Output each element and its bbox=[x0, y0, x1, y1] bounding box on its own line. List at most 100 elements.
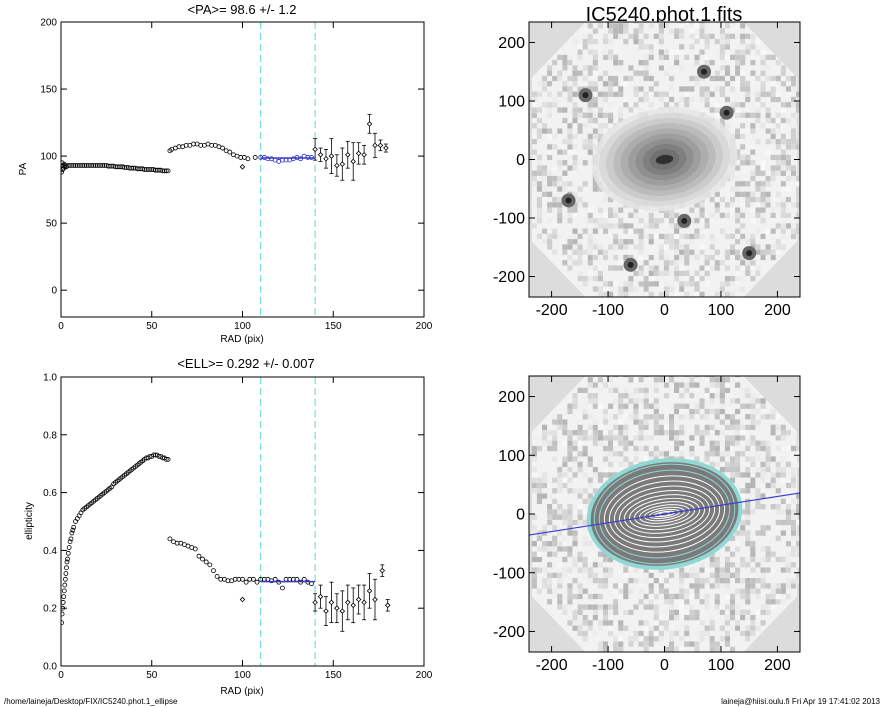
img-bottom-noise-pixel bbox=[587, 377, 593, 383]
img-top-noise-pixel bbox=[562, 81, 568, 87]
img-top-noise-pixel bbox=[790, 233, 797, 240]
img-bottom-noise-pixel bbox=[729, 419, 736, 425]
img-top-noise-pixel bbox=[719, 291, 725, 297]
img-top-noise-pixel bbox=[735, 191, 741, 197]
img-top-noise-pixel bbox=[592, 54, 598, 61]
img-bottom-noise-pixel bbox=[709, 641, 715, 647]
img-bottom-noise-pixel bbox=[648, 414, 654, 420]
img-bottom-noise-pixel bbox=[557, 583, 563, 589]
img-bottom-noise-pixel bbox=[618, 461, 624, 468]
img-top-noise-pixel bbox=[775, 239, 781, 245]
img-bottom-noise-pixel bbox=[724, 461, 730, 468]
img-top-noise-pixel bbox=[684, 233, 690, 240]
img-bottom-noise-pixel bbox=[572, 488, 578, 494]
img-top-noise-pixel bbox=[541, 170, 548, 176]
img-top-noise-pixel bbox=[547, 149, 553, 155]
img-bottom-noise-pixel bbox=[592, 393, 598, 399]
img-top-noise-pixel bbox=[557, 149, 563, 155]
img-top-noise-pixel bbox=[750, 207, 756, 213]
img-bottom-noise-pixel bbox=[648, 593, 654, 600]
img-top-noise-pixel bbox=[597, 286, 603, 292]
img-top-noise-pixel bbox=[648, 270, 654, 276]
img-top-noise-pixel bbox=[790, 112, 797, 118]
img-top-noise-pixel bbox=[760, 191, 766, 197]
img-bottom-noise-pixel bbox=[531, 530, 537, 536]
img-bottom-noise-pixel bbox=[602, 376, 609, 378]
img-top-noise-pixel bbox=[740, 223, 746, 229]
img-top-noise-pixel bbox=[577, 54, 583, 61]
img-top-noise-pixel bbox=[638, 249, 644, 255]
img-top-noise-pixel bbox=[719, 33, 725, 39]
img-top-noise-pixel bbox=[648, 291, 654, 297]
img-bottom-noise-pixel bbox=[643, 620, 649, 626]
img-top-noise-pixel bbox=[623, 23, 629, 29]
img-top-noise-pixel bbox=[745, 44, 751, 50]
img-bottom-noise-pixel bbox=[684, 630, 690, 637]
ell-data-point bbox=[250, 576, 256, 582]
img-bottom-noise-pixel bbox=[694, 593, 700, 600]
img-top-noise-pixel bbox=[709, 91, 715, 97]
img-top-noise-pixel bbox=[552, 81, 558, 87]
img-bottom-noise-pixel bbox=[674, 445, 680, 452]
img-top-noise-pixel bbox=[577, 244, 583, 250]
img-bottom-noise-pixel bbox=[572, 604, 578, 610]
img-top-noise-pixel bbox=[658, 28, 664, 34]
img-top-noise-pixel bbox=[597, 112, 603, 118]
img-top-noise-pixel bbox=[536, 207, 542, 213]
img-bottom-noise-pixel bbox=[633, 408, 639, 415]
img-top-noise-pixel bbox=[689, 23, 695, 29]
img-top-noise-pixel bbox=[669, 244, 675, 250]
img-top-noise-pixel bbox=[770, 75, 776, 82]
img-top-noise-pixel bbox=[709, 265, 715, 271]
img-top-noise-pixel bbox=[780, 154, 786, 161]
img-top-noise-pixel bbox=[679, 96, 685, 103]
img-bottom-noise-pixel bbox=[613, 641, 619, 647]
img-top-noise-pixel bbox=[658, 218, 664, 224]
img-bottom-noise-pixel bbox=[567, 551, 573, 557]
img-top-noise-pixel bbox=[740, 154, 746, 161]
img-top-noise-pixel bbox=[633, 244, 639, 250]
img-bottom-noise-pixel bbox=[796, 451, 800, 457]
img-top-noise-pixel bbox=[628, 223, 634, 229]
img-top-noise-pixel bbox=[602, 81, 609, 87]
img-bottom-noise-pixel bbox=[796, 509, 800, 515]
img-bottom-noise-pixel bbox=[674, 615, 680, 621]
img-bottom-noise-pixel bbox=[780, 519, 786, 526]
img-top-noise-pixel bbox=[572, 44, 578, 50]
img-top-noise-pixel bbox=[587, 244, 593, 250]
img-bottom-noise-pixel bbox=[602, 467, 609, 473]
img-top-noise-pixel bbox=[785, 160, 791, 166]
img-bottom-noise-pixel bbox=[552, 419, 558, 425]
img-bottom-noise-pixel bbox=[613, 588, 619, 594]
img-bottom-noise-pixel bbox=[684, 403, 690, 409]
img-top-noise-pixel bbox=[547, 175, 553, 182]
img-top-noise-pixel bbox=[724, 44, 730, 50]
img-bottom-noise-pixel bbox=[592, 604, 598, 610]
img-bottom-noise-pixel bbox=[613, 424, 619, 431]
img-bottom-noise-pixel bbox=[694, 630, 700, 637]
img-bottom-noise-pixel bbox=[658, 630, 664, 637]
img-top-noise-pixel bbox=[699, 23, 705, 29]
img-top-noise-pixel bbox=[552, 223, 558, 229]
ell-x-axis-label: RAD (pix) bbox=[220, 686, 263, 697]
img-bottom-noise-pixel bbox=[577, 435, 583, 441]
img-bottom-noise-pixel bbox=[536, 567, 542, 573]
img-bottom-noise-pixel bbox=[602, 646, 609, 652]
img-bottom-noise-pixel bbox=[562, 430, 568, 436]
img-bottom-noise-pixel bbox=[735, 620, 741, 626]
img-bottom-noise-pixel bbox=[679, 572, 685, 578]
img-top-noise-pixel bbox=[536, 160, 542, 166]
img-bottom-noise-pixel bbox=[684, 620, 690, 626]
img-bottom-noise-pixel bbox=[714, 393, 720, 399]
img-bottom-y-tick-label: -100 bbox=[493, 565, 525, 582]
img-top-noise-pixel bbox=[567, 207, 573, 213]
img-bottom-noise-pixel bbox=[714, 430, 720, 436]
img-top-noise-pixel bbox=[592, 244, 598, 250]
img-top-noise-pixel bbox=[587, 123, 593, 129]
img-bottom-noise-pixel bbox=[785, 583, 791, 589]
img-bottom-noise-pixel bbox=[608, 556, 614, 563]
img-top-noise-pixel bbox=[597, 96, 603, 103]
img-bottom-noise-pixel bbox=[602, 578, 609, 584]
img-top-noise-pixel bbox=[775, 244, 781, 250]
img-bottom-noise-pixel bbox=[775, 472, 781, 478]
